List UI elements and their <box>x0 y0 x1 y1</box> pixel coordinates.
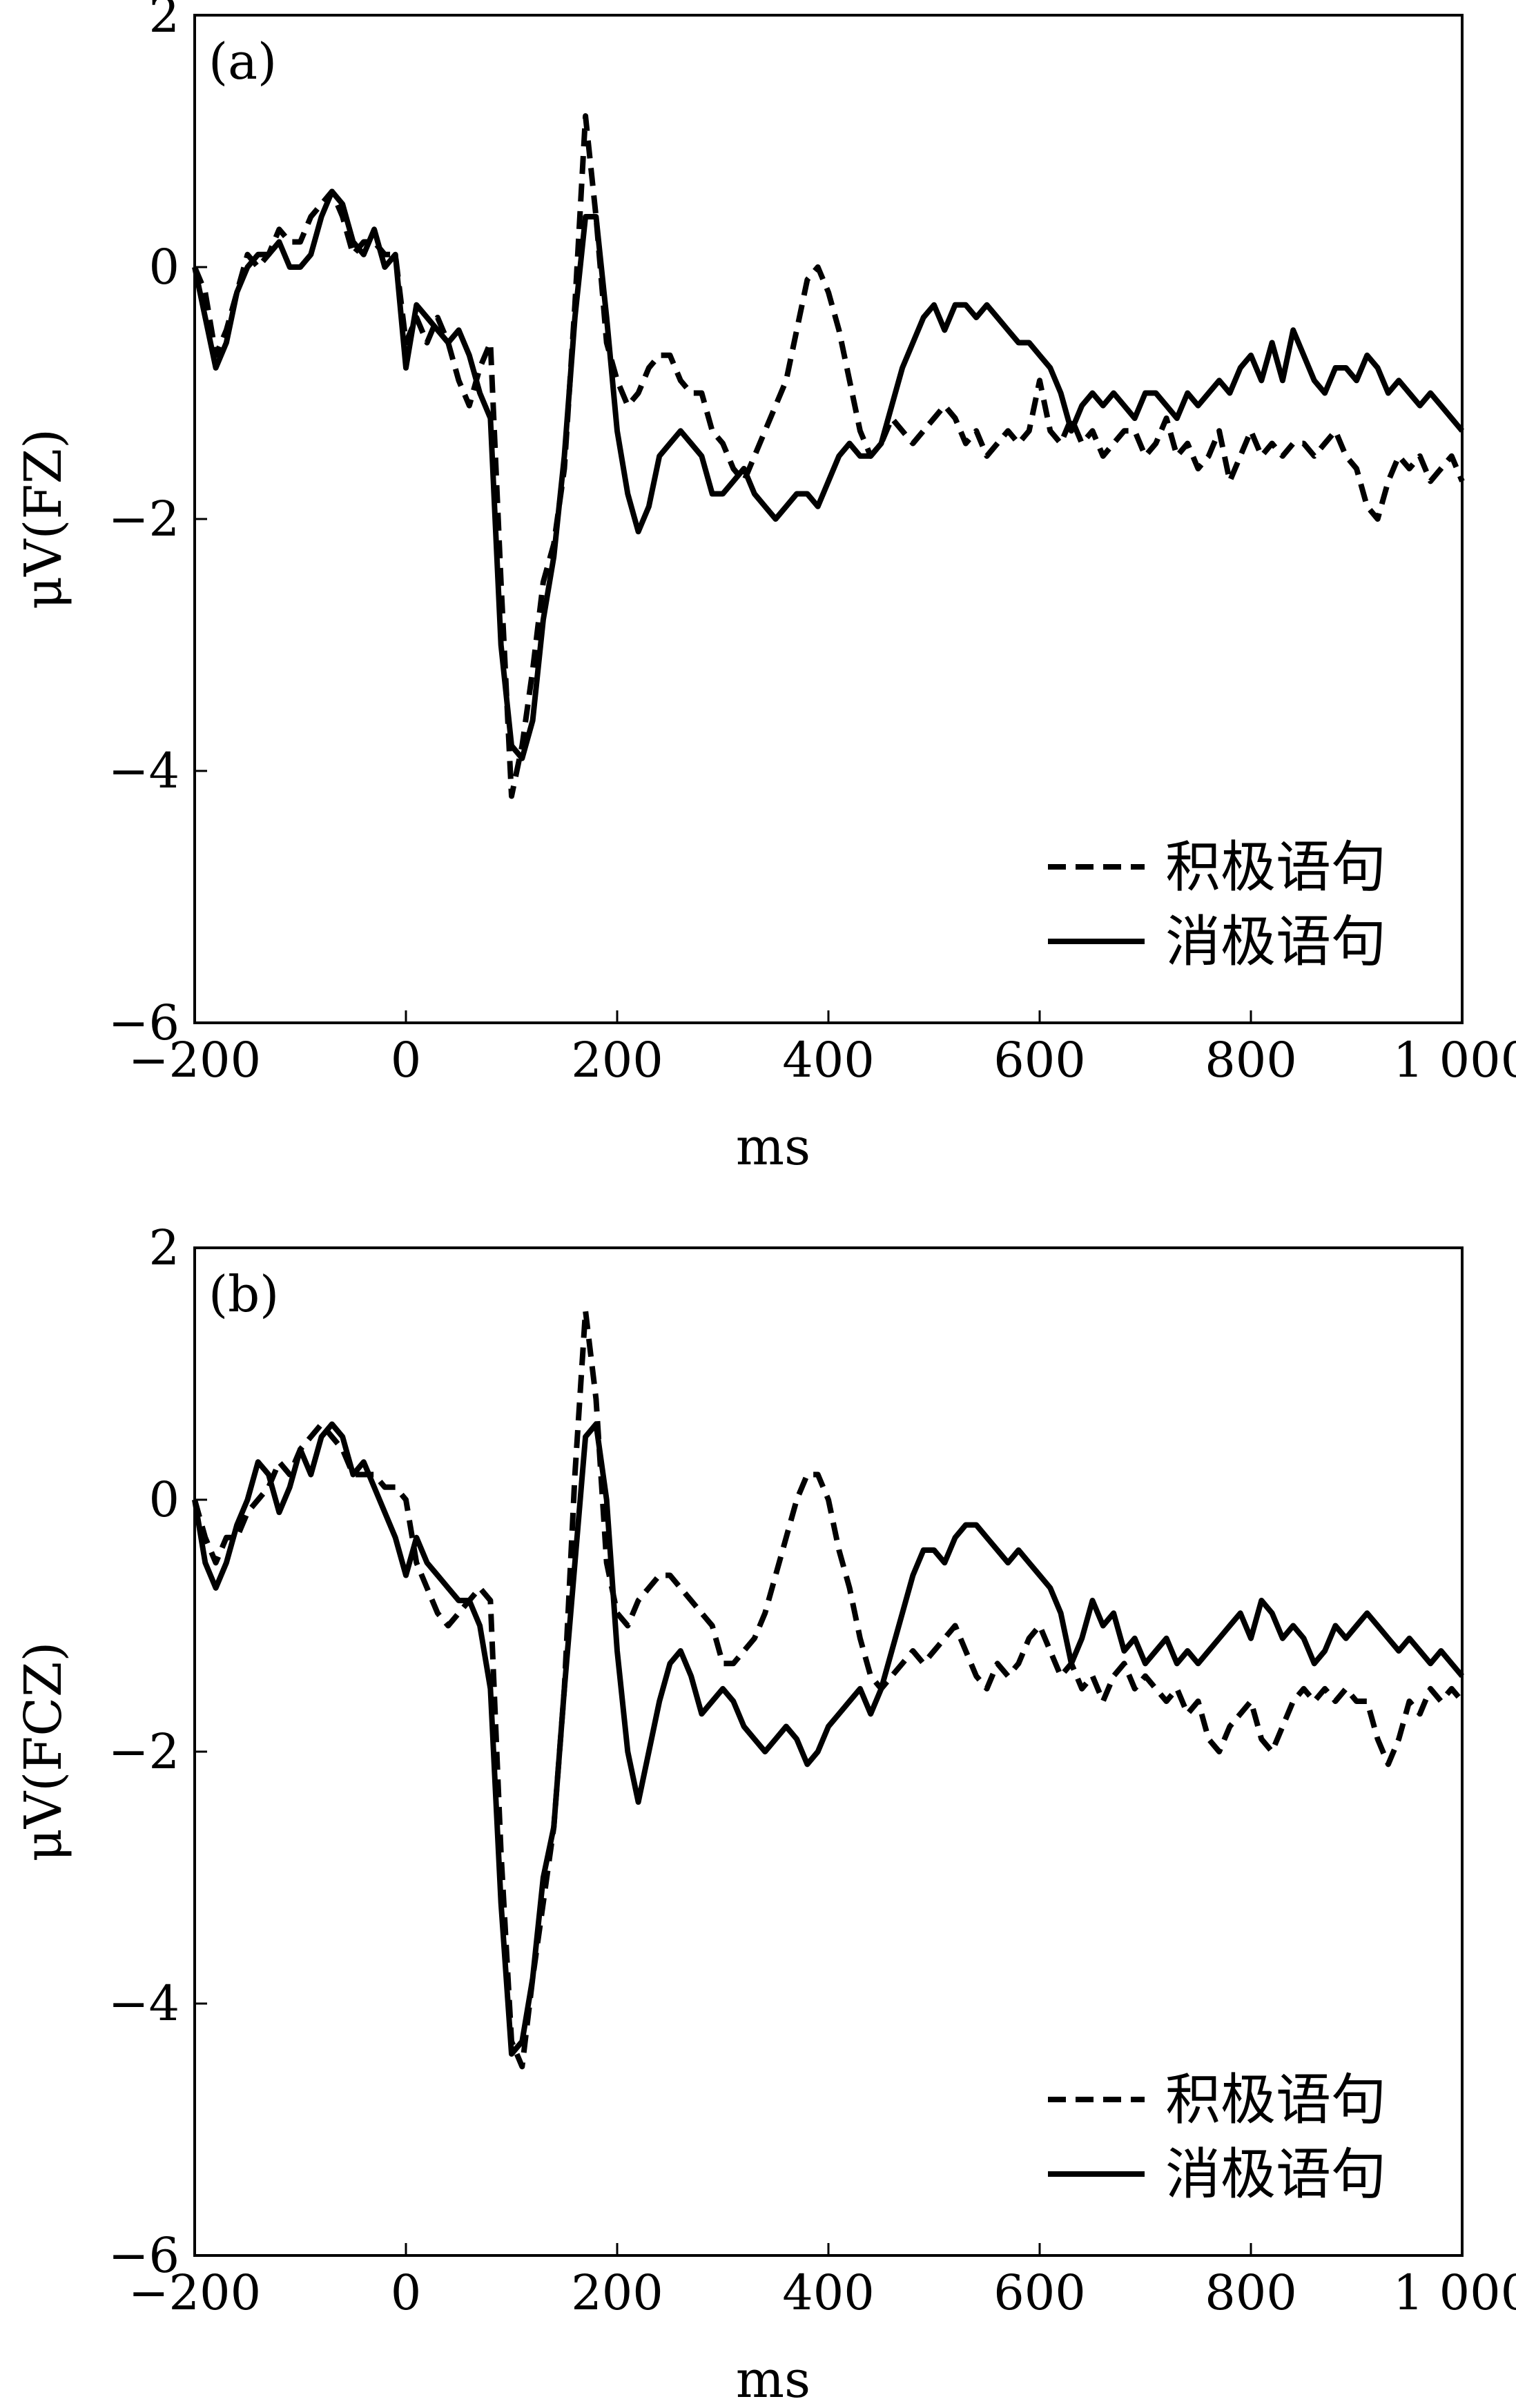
legend-label: 积极语句 <box>1165 835 1386 899</box>
y-tick-label: −2 <box>108 491 179 547</box>
legend-label: 消极语句 <box>1165 2142 1386 2206</box>
panel-label: (b) <box>208 1265 279 1323</box>
y-tick-label: 2 <box>148 0 179 43</box>
panel-b: −200 0 200 400 600 800 1 000 −6 −4 −2 0 2 ms μV(FCZ) (… <box>14 1220 1516 2408</box>
y-axis-title: μV(FCZ) <box>14 1642 73 1862</box>
x-tick-label: 800 <box>1205 2264 1297 2321</box>
x-tick-label: 800 <box>1205 1032 1297 1088</box>
y-tick-label: −4 <box>108 743 179 799</box>
x-tick-label: 200 <box>571 2264 663 2321</box>
x-tick-label: 400 <box>782 2264 875 2321</box>
series-line-dashed <box>192 113 1465 799</box>
x-tick-label: 200 <box>571 1032 663 1088</box>
series-line-dashed <box>192 1308 1465 2070</box>
panel-label: (a) <box>208 32 277 90</box>
y-tick-label: −4 <box>108 1975 179 2032</box>
x-axis-title: ms <box>736 2350 810 2408</box>
x-tick-label: 600 <box>993 2264 1086 2321</box>
y-axis-title: μV(FZ) <box>14 429 73 609</box>
legend-label: 积极语句 <box>1165 2068 1386 2132</box>
x-tick-label: 0 <box>391 2264 422 2321</box>
y-tick-label: −6 <box>108 995 179 1051</box>
y-tick-label: −2 <box>108 1723 179 1780</box>
y-tick-label: −6 <box>108 2227 179 2284</box>
x-tick-label: −200 <box>128 1032 261 1088</box>
x-axis-title: ms <box>736 1117 810 1177</box>
y-tick-label: 2 <box>148 1220 179 1276</box>
series-line-solid <box>192 188 1465 761</box>
x-tick-label: −200 <box>128 2264 261 2321</box>
y-tick-label: 0 <box>148 239 179 295</box>
x-tick-label: 400 <box>782 1032 875 1088</box>
y-tick-label: 0 <box>148 1471 179 1528</box>
series-line-solid <box>192 1421 1465 2057</box>
x-tick-label: 600 <box>993 1032 1086 1088</box>
legend-label: 消极语句 <box>1165 910 1386 974</box>
x-tick-label: 1 000 <box>1393 1032 1516 1088</box>
x-tick-label: 0 <box>391 1032 422 1088</box>
panel-a: −200 0 200 400 600 800 1 000 −6 −4 −2 0 2 ms μV(FZ) (a… <box>14 0 1516 1177</box>
x-tick-label: 1 000 <box>1393 2264 1516 2321</box>
